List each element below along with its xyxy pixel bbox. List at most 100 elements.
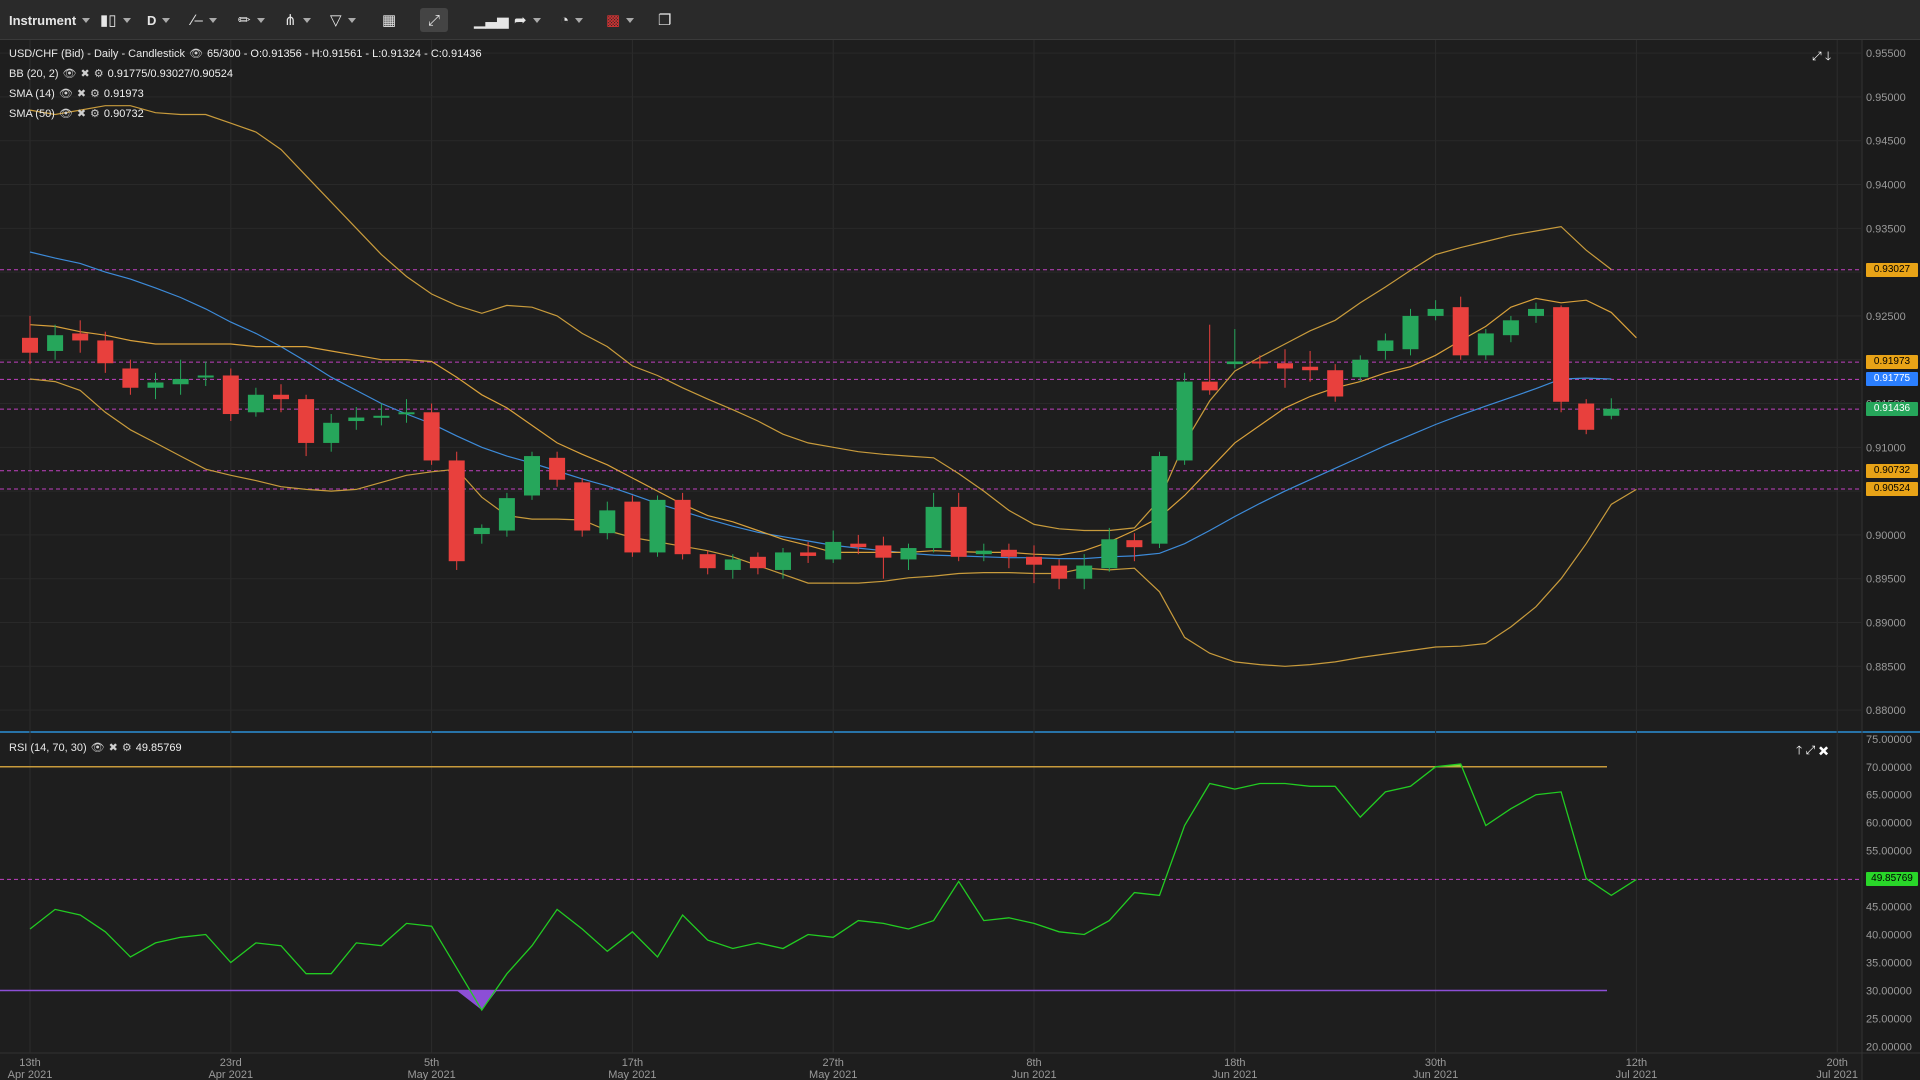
time-tick-label: 17th — [622, 1057, 643, 1069]
candle-body — [1201, 381, 1218, 391]
chart-area[interactable]: 0.95500 0.95000 0.94500 0.94000 0.93500 0.930… — [0, 40, 1920, 1080]
candle-body — [649, 499, 666, 553]
rsi-tick-label: 60.00000 — [1866, 818, 1912, 830]
fit-icon: ⤢ — [428, 11, 441, 29]
close-icon[interactable]: ✖ — [1818, 743, 1829, 757]
candle-body — [97, 340, 114, 364]
palette-button[interactable]: ◔ — [560, 8, 584, 32]
candle-body — [373, 415, 390, 418]
gear-icon[interactable]: ⚙ — [121, 742, 132, 754]
rsi-tick-label: 45.00000 — [1866, 902, 1912, 914]
candle-body — [875, 545, 892, 558]
gear-icon[interactable]: ⚙ — [90, 88, 100, 100]
candle-body — [1352, 359, 1369, 378]
chart-type-selector[interactable]: ▮▯ — [100, 8, 131, 32]
candle-body — [1452, 307, 1469, 356]
eye-icon[interactable]: 👁 — [62, 68, 77, 80]
candle-body — [348, 417, 365, 422]
sma14-legend: SMA (14) 👁 ✖ ⚙ 0.91973 — [9, 87, 144, 101]
eye-icon[interactable]: 👁 — [58, 108, 73, 120]
time-tick-label: 23rd — [220, 1057, 242, 1069]
rsi-legend: RSI (14, 70, 30) 👁 ✖ ⚙ 49.85769 — [9, 741, 182, 755]
price-tick-label: 0.95000 — [1866, 92, 1906, 104]
candle-body — [47, 335, 64, 351]
bb-lower-line — [29, 378, 1637, 667]
candle-body — [298, 399, 315, 443]
gear-icon[interactable]: ⚙ — [93, 68, 104, 80]
windows-button[interactable]: ❐ — [658, 8, 671, 32]
price-tick-label: 0.95500 — [1866, 48, 1906, 60]
price-tick-label: 0.92500 — [1866, 311, 1906, 323]
candle-body — [599, 510, 616, 534]
close-icon[interactable]: ✖ — [76, 88, 87, 100]
rsi-tick-label: 40.00000 — [1866, 930, 1912, 942]
rsi-tick-label: 65.00000 — [1866, 790, 1912, 802]
candle-body — [147, 382, 164, 388]
close-icon[interactable]: ✖ — [76, 108, 87, 120]
candle-body — [72, 333, 89, 341]
candle-body — [423, 412, 440, 461]
chevron-down-icon — [208, 17, 217, 23]
share-icon: ➦ — [514, 12, 527, 29]
expand-icon[interactable]: ⤢ — [1805, 743, 1816, 757]
rsi-tick-label: 70.00000 — [1866, 762, 1912, 774]
candle-body — [1377, 340, 1394, 351]
palette-icon: ◔ — [560, 11, 570, 29]
candle-body — [699, 554, 716, 569]
candle-body — [1026, 556, 1042, 565]
chevron-down-icon — [122, 17, 131, 23]
timeframe-selector[interactable]: D — [147, 8, 171, 32]
chevron-down-icon — [347, 17, 356, 23]
indicator-tool-button[interactable]: ⋔ — [284, 8, 311, 32]
rsi-legend-value: 49.85769 — [135, 741, 182, 754]
language-button[interactable]: ▩ — [606, 8, 635, 32]
time-tick-sublabel: May 2021 — [608, 1069, 656, 1080]
time-tick-sublabel: Jun 2021 — [1212, 1069, 1257, 1080]
price-tick-label: 0.93500 — [1866, 223, 1906, 235]
expand-icon[interactable]: ⤢ — [1812, 49, 1822, 63]
close-icon[interactable]: ✖ — [108, 742, 118, 754]
arrow-up-icon[interactable]: 🡑 — [1796, 743, 1803, 757]
bb-legend: BB (20, 2) 👁 ✖ ⚙ 0.91775/0.93027/0.90524 — [9, 67, 233, 81]
price-tag: 0.91973 — [1866, 355, 1918, 370]
arrow-down-icon[interactable]: 🡓 — [1824, 49, 1832, 63]
chevron-down-icon — [575, 17, 584, 23]
bb-upper-line — [29, 105, 1612, 532]
rsi-tick-label: 55.00000 — [1866, 846, 1912, 858]
bar-chart-button[interactable]: ▁▃▅ — [474, 8, 509, 32]
time-tick-label: 13th — [19, 1057, 40, 1069]
candle-body — [122, 368, 139, 388]
candle-body — [1553, 307, 1570, 402]
chevron-down-icon — [162, 17, 171, 23]
main-legend: USD/CHF (Bid) - Daily - Candlestick 👁 65… — [9, 47, 482, 61]
sma14-legend-label: SMA (14) — [9, 87, 55, 100]
price-tag: 0.91775 — [1866, 372, 1918, 387]
candle-body — [1578, 403, 1595, 430]
candle-body — [197, 375, 214, 378]
line-tool-button[interactable]: ∕– — [192, 8, 217, 32]
candle-body — [1176, 381, 1193, 461]
time-tick-label: 20th — [1826, 1057, 1847, 1069]
share-button[interactable]: ➦ — [514, 8, 541, 32]
gear-icon[interactable]: ⚙ — [90, 108, 100, 120]
eye-icon[interactable]: 👁 — [58, 88, 73, 100]
instrument-selector[interactable]: Instrument — [9, 8, 91, 32]
eye-icon[interactable]: 👁 — [90, 742, 105, 754]
rsi-oversold-fill — [456, 990, 497, 1011]
ruler-tool-button[interactable]: ✏ — [238, 8, 265, 32]
close-icon[interactable]: ✖ — [80, 68, 90, 80]
layout-button[interactable]: ▦ — [382, 8, 396, 32]
layout-icon: ▦ — [382, 12, 397, 29]
candle-body — [1327, 370, 1344, 397]
chevron-down-icon — [302, 17, 311, 23]
candle-body — [222, 375, 239, 415]
rsi-tick-label: 35.00000 — [1866, 958, 1912, 970]
candle-body — [1502, 320, 1519, 336]
eye-icon[interactable]: 👁 — [189, 48, 203, 60]
fit-button[interactable]: ⤢ — [420, 8, 449, 32]
delete-button[interactable]: ▽ — [330, 8, 356, 32]
candle-body — [1101, 539, 1118, 569]
candle-body — [247, 394, 264, 413]
time-tick-sublabel: May 2021 — [407, 1069, 455, 1080]
candle-body — [1528, 308, 1544, 316]
